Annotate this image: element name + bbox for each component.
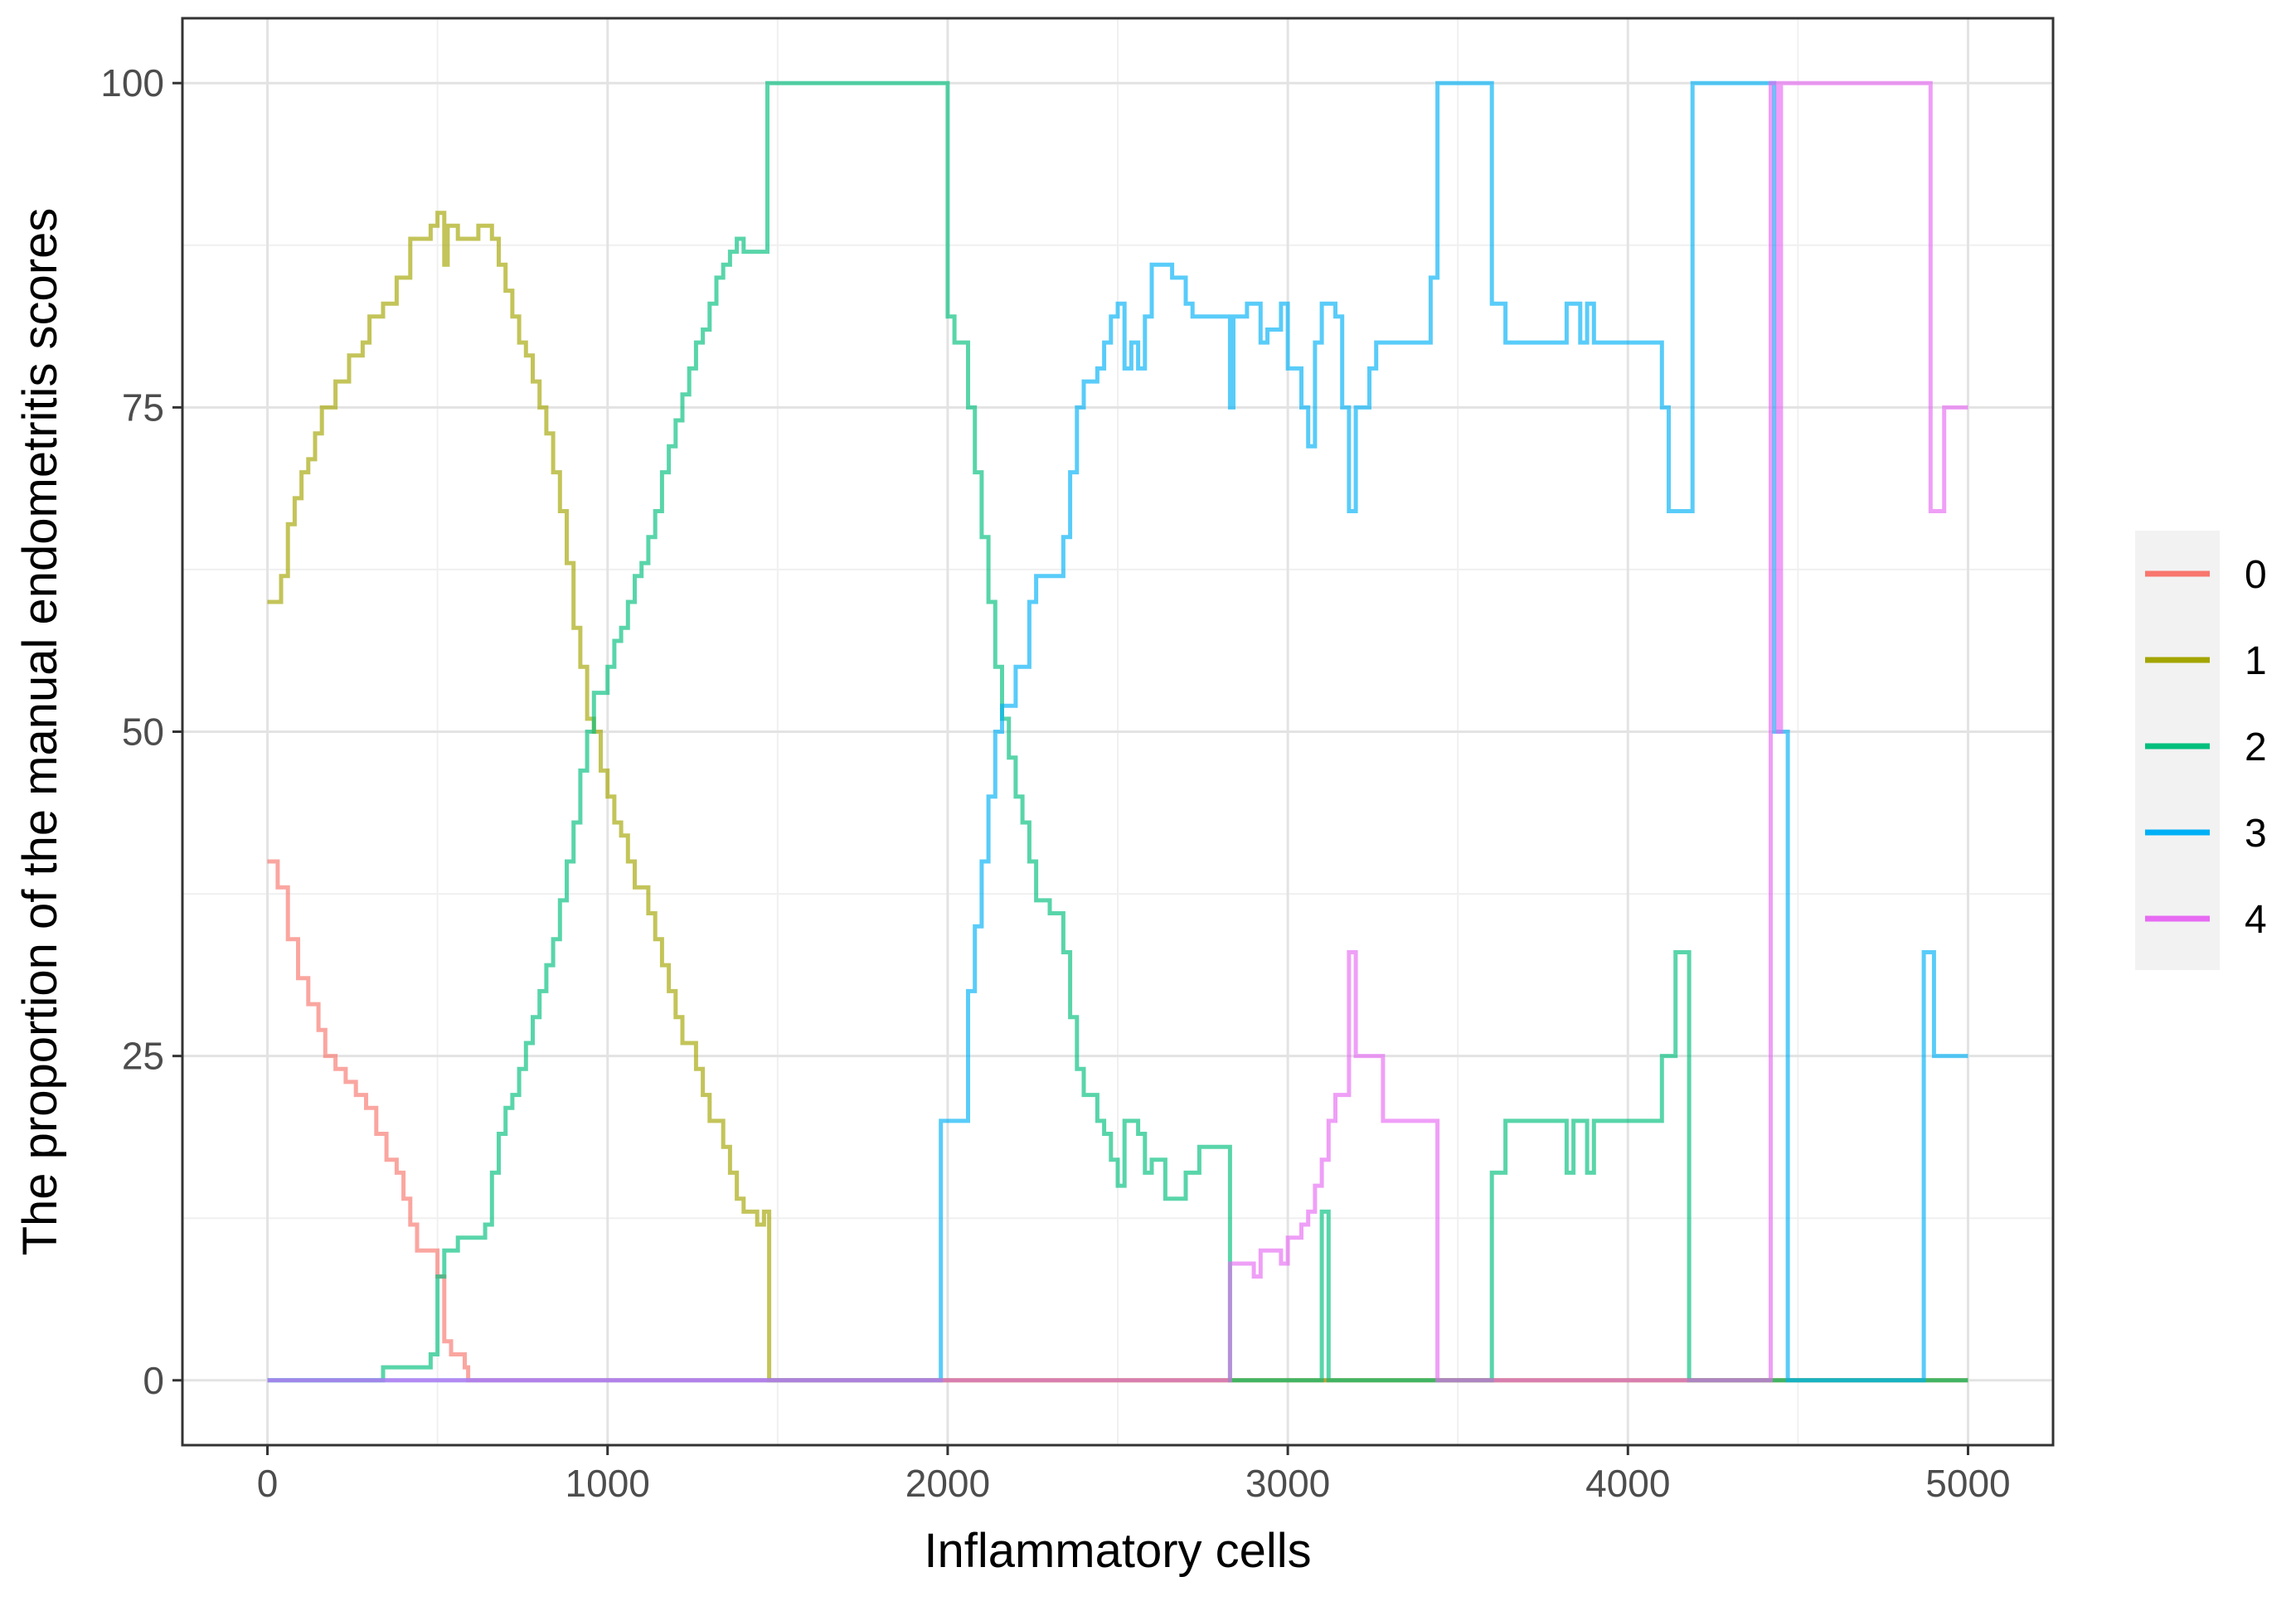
y-axis-title: The proportion of the manual endometriti… [13,208,67,1256]
series-line-0 [267,859,1968,1383]
x-axis-title: Inflammatory cells [924,1524,1311,1578]
x-axis-ticks: 0 1000 2000 3000 4000 5000 [257,1445,2011,1505]
y-tick-label: 75 [122,386,164,429]
x-tick-label: 3000 [1245,1462,1330,1505]
series-line-1 [267,211,1968,1383]
series-line-3 [267,80,1968,1383]
x-tick-label: 0 [257,1462,279,1505]
legend-label-3: 3 [2245,812,2267,856]
x-tick-label: 2000 [905,1462,990,1505]
series-lines [267,80,1968,1383]
y-tick-label: 100 [100,61,164,104]
legend-background [2135,531,2220,970]
legend-label-0: 0 [2245,553,2267,597]
x-tick-label: 1000 [566,1462,650,1505]
x-tick-label: 4000 [1585,1462,1670,1505]
series-line-2 [267,80,1968,1383]
y-axis-ticks: 0 25 50 75 100 [100,61,182,1402]
y-tick-label: 25 [122,1035,164,1078]
legend-label-4: 4 [2245,898,2267,942]
legend-label-1: 1 [2245,639,2267,683]
y-tick-label: 0 [143,1359,164,1402]
x-tick-label: 5000 [1925,1462,2010,1505]
legend-label-2: 2 [2245,725,2267,769]
y-tick-label: 50 [122,711,164,754]
series-line-4 [267,80,1968,1383]
legend: 0 1 2 3 4 [2135,531,2267,970]
